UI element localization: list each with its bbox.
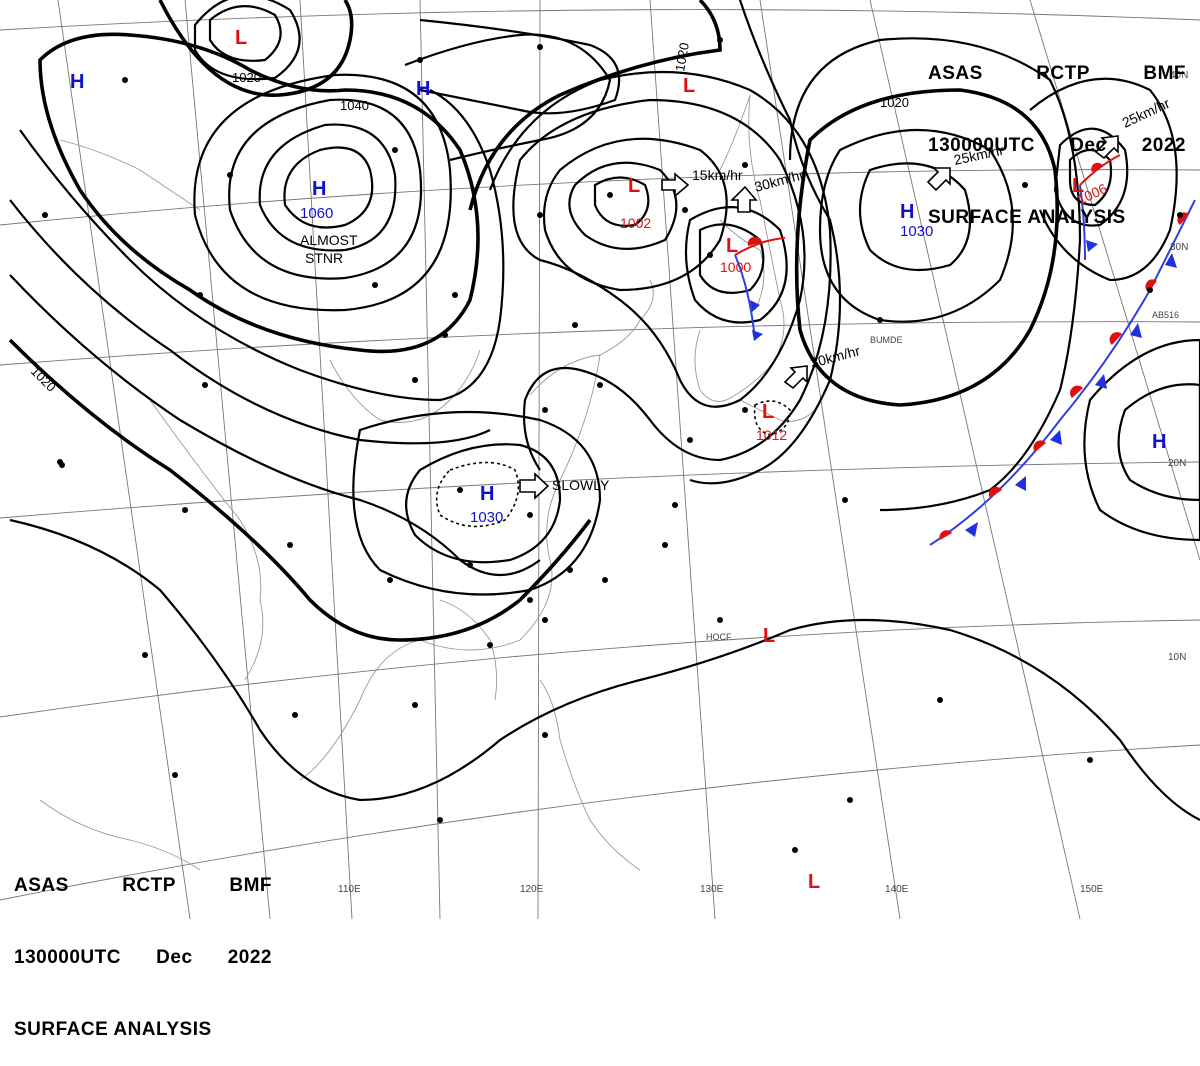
arrow-slowly-icon <box>519 472 550 500</box>
high-pacific: H 1030 <box>900 201 933 240</box>
low-north-japan: L <box>683 75 695 97</box>
high-letter: H <box>1152 431 1166 453</box>
low-value: 1002 <box>620 215 651 231</box>
high-mongolia: H 1060 <box>300 178 333 222</box>
header-time: 130000UTC <box>928 135 1035 156</box>
station-id: AB516 <box>1152 310 1179 320</box>
cold-front-korea <box>734 254 756 341</box>
lat-label: 10N <box>1168 652 1186 663</box>
header-product: ASAS <box>928 63 983 84</box>
low-letter: L <box>726 235 738 257</box>
lat-label: 30N <box>1170 242 1188 253</box>
arrow-30kmh-korea-icon <box>730 185 758 213</box>
low-letter: L <box>235 27 247 49</box>
high-letter: H <box>416 78 430 100</box>
lat-label: 20N <box>1168 458 1186 469</box>
high-north: H <box>416 78 430 100</box>
high-northwest: H <box>70 71 84 93</box>
lat-label: 40N <box>1170 70 1188 81</box>
arrow-15kmh-icon <box>661 172 690 198</box>
header-line-2: 130000UTC Dec 2022 <box>14 946 272 970</box>
station-id: BUMDE <box>870 335 903 345</box>
warm-front-semicircles <box>747 162 1189 540</box>
low-letter: L <box>808 871 820 893</box>
header-center: RCTP <box>122 875 176 896</box>
high-letter: H <box>312 178 326 200</box>
isobars <box>8 0 1200 821</box>
low-letter: L <box>683 75 695 97</box>
high-letter: H <box>480 483 494 505</box>
isobar-labels: 1020 1040 1020 1020 1020 <box>28 41 909 394</box>
arrow-25kmh-pacific-icon <box>926 167 951 192</box>
low-letter: L <box>763 625 775 647</box>
header-title: SURFACE ANALYSIS <box>14 1019 212 1040</box>
lon-label: 140E <box>885 884 909 895</box>
motion-arrows <box>519 135 1119 500</box>
warm-front-korea <box>734 237 786 256</box>
motion-label: STNR <box>305 250 343 266</box>
high-value: 1060 <box>300 205 333 222</box>
motion-label: SLOWLY <box>552 477 610 493</box>
high-china: H 1030 <box>470 483 503 526</box>
station-plots <box>42 37 1183 853</box>
header-format: BMF <box>229 875 272 896</box>
header-year: 2022 <box>1141 135 1186 156</box>
fronts <box>734 154 1196 546</box>
pressure-centers: H 1060 H H H 1030 H 1030 H L L 1002 L 10… <box>70 27 1166 893</box>
high-value: 1030 <box>900 223 933 240</box>
surface-analysis-map: 1020 1040 1020 1020 1020 ALMOST STNR SLO… <box>0 0 1200 919</box>
station-id: HOCF <box>706 632 732 642</box>
low-letter: L <box>1072 175 1084 197</box>
low-japan: L 1012 <box>756 401 787 443</box>
low-south: L <box>808 871 820 893</box>
low-manchuria: L 1002 <box>620 175 651 231</box>
cold-front-ne <box>1079 184 1086 261</box>
lat-lon-labels: 40N 30N 20N 10N 110E 120E 130E 140E 150E <box>338 70 1188 895</box>
arrow-30kmh-japan-icon <box>783 365 808 390</box>
lon-label: 120E <box>520 884 544 895</box>
header-time: 130000UTC <box>14 947 121 968</box>
cold-front-triangles <box>750 240 1177 537</box>
high-east: H <box>1152 431 1166 453</box>
header-center: RCTP <box>1036 63 1090 84</box>
lon-label: 150E <box>1080 884 1104 895</box>
header-top: ASAS RCTP BMF 130000UTC Dec 2022 SURFACE… <box>928 14 1186 254</box>
arrow-25kmh-ne-icon <box>1094 135 1119 160</box>
header-line-2: 130000UTC Dec 2022 <box>928 134 1186 158</box>
high-value: 1030 <box>470 509 503 526</box>
header-year: 2022 <box>227 947 272 968</box>
isobar-label: 1040 <box>340 98 369 113</box>
isobar-label: 1020 <box>880 95 909 110</box>
coastlines <box>39 94 816 871</box>
isobar-label: 1020 <box>672 41 692 72</box>
lon-label: 110E <box>338 884 361 895</box>
low-value: 1012 <box>756 427 787 443</box>
station-id-labels: HOCF BUMDE AB516 <box>706 310 1179 642</box>
header-line-1: ASAS RCTP BMF <box>14 874 272 898</box>
header-line-1: ASAS RCTP BMF <box>928 62 1186 86</box>
lon-label: 130E <box>700 884 724 895</box>
isobar-label: 1020 <box>232 70 261 85</box>
motion-label: ALMOST <box>300 232 358 248</box>
header-format: BMF <box>1143 63 1186 84</box>
low-north: L <box>235 27 247 49</box>
high-letter: H <box>70 71 84 93</box>
high-letter: H <box>900 201 914 223</box>
motion-label: 15km/hr <box>692 167 743 183</box>
low-tropical: L <box>763 625 775 647</box>
header-bottom: ASAS RCTP BMF 130000UTC Dec 2022 SURFACE… <box>14 826 272 1066</box>
header-month: Dec <box>156 947 193 968</box>
header-title: SURFACE ANALYSIS <box>928 207 1126 228</box>
low-korea: L 1000 <box>720 235 751 275</box>
low-letter: L <box>628 175 640 197</box>
low-value: 1000 <box>720 259 751 275</box>
header-month: Dec <box>1070 135 1107 156</box>
low-letter: L <box>762 401 774 423</box>
header-product: ASAS <box>14 875 69 896</box>
